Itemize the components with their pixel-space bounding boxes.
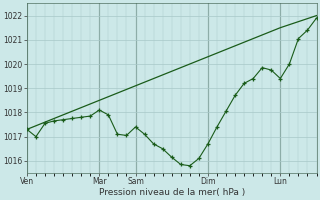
X-axis label: Pression niveau de la mer( hPa ): Pression niveau de la mer( hPa ) [99, 188, 245, 197]
